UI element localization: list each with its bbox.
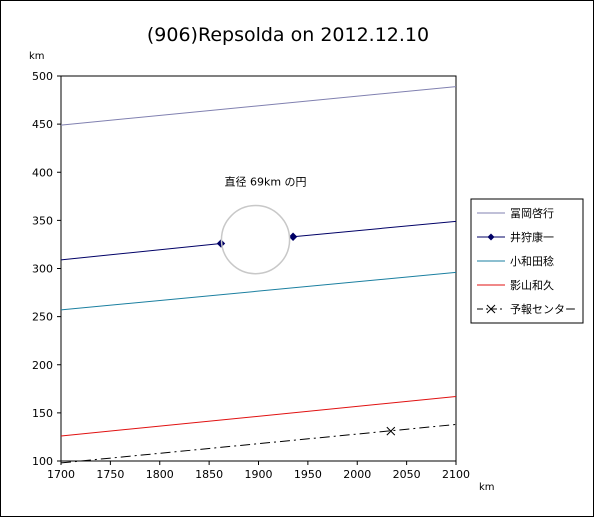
legend-marker — [486, 304, 496, 314]
series-point-4 — [386, 426, 396, 436]
x-tick-label: 1950 — [294, 468, 322, 481]
y-tick-label: 500 — [32, 70, 53, 83]
series-line-3 — [61, 396, 456, 437]
legend-entry-label: 冨岡啓行 — [510, 206, 554, 220]
x-tick-label: 1700 — [47, 468, 75, 481]
y-tick-label: 450 — [32, 118, 53, 131]
series-group — [61, 86, 456, 464]
circle-annotation-label: 直径 69km の円 — [224, 175, 306, 189]
x-axis-ticks: 1700 1750 1800 1850 1900 1950 2000 2050 2100 — [47, 461, 470, 481]
x-tick-label: 2050 — [393, 468, 421, 481]
x-tick-label: 2000 — [343, 468, 371, 481]
y-tick-label: 300 — [32, 263, 53, 276]
plot-area-border — [60, 75, 457, 462]
legend-entry-label: 井狩康一 — [510, 230, 554, 244]
series-line-2 — [61, 271, 456, 311]
annotation-group: 直径 69km の円 — [220, 175, 307, 275]
series-point-1 — [288, 232, 298, 241]
diameter-circle — [220, 204, 291, 275]
y-tick-label: 350 — [32, 214, 53, 227]
y-axis-unit: km — [29, 51, 45, 62]
y-tick-label: 400 — [32, 166, 53, 179]
legend-entry-label: 影山和久 — [510, 279, 554, 292]
x-tick-label: 1850 — [195, 468, 223, 481]
x-tick-label: 1800 — [146, 468, 174, 481]
legend-entry-label: 予報センター — [510, 303, 576, 316]
y-tick-label: 250 — [32, 311, 53, 324]
x-axis-unit: km — [479, 482, 495, 493]
y-tick-label: 200 — [32, 359, 53, 372]
plot-area — [60, 75, 457, 462]
series-line-0 — [61, 86, 456, 126]
chart-title: (906)Repsolda on 2012.12.10 — [147, 24, 429, 46]
y-axis-ticks: 100 150 200 250 300 350 400 450 500 — [32, 70, 61, 468]
series-line-1 — [293, 220, 456, 238]
y-tick-label: 100 — [32, 455, 53, 468]
series-line-4 — [61, 423, 456, 464]
x-tick-label: 2100 — [442, 468, 470, 481]
y-tick-label: 150 — [32, 407, 53, 420]
legend-entry-label: 小和田稔 — [510, 254, 554, 268]
legend-marker — [487, 233, 495, 241]
series-line-1 — [61, 242, 222, 261]
x-tick-label: 1750 — [96, 468, 124, 481]
x-tick-label: 1900 — [245, 468, 273, 481]
